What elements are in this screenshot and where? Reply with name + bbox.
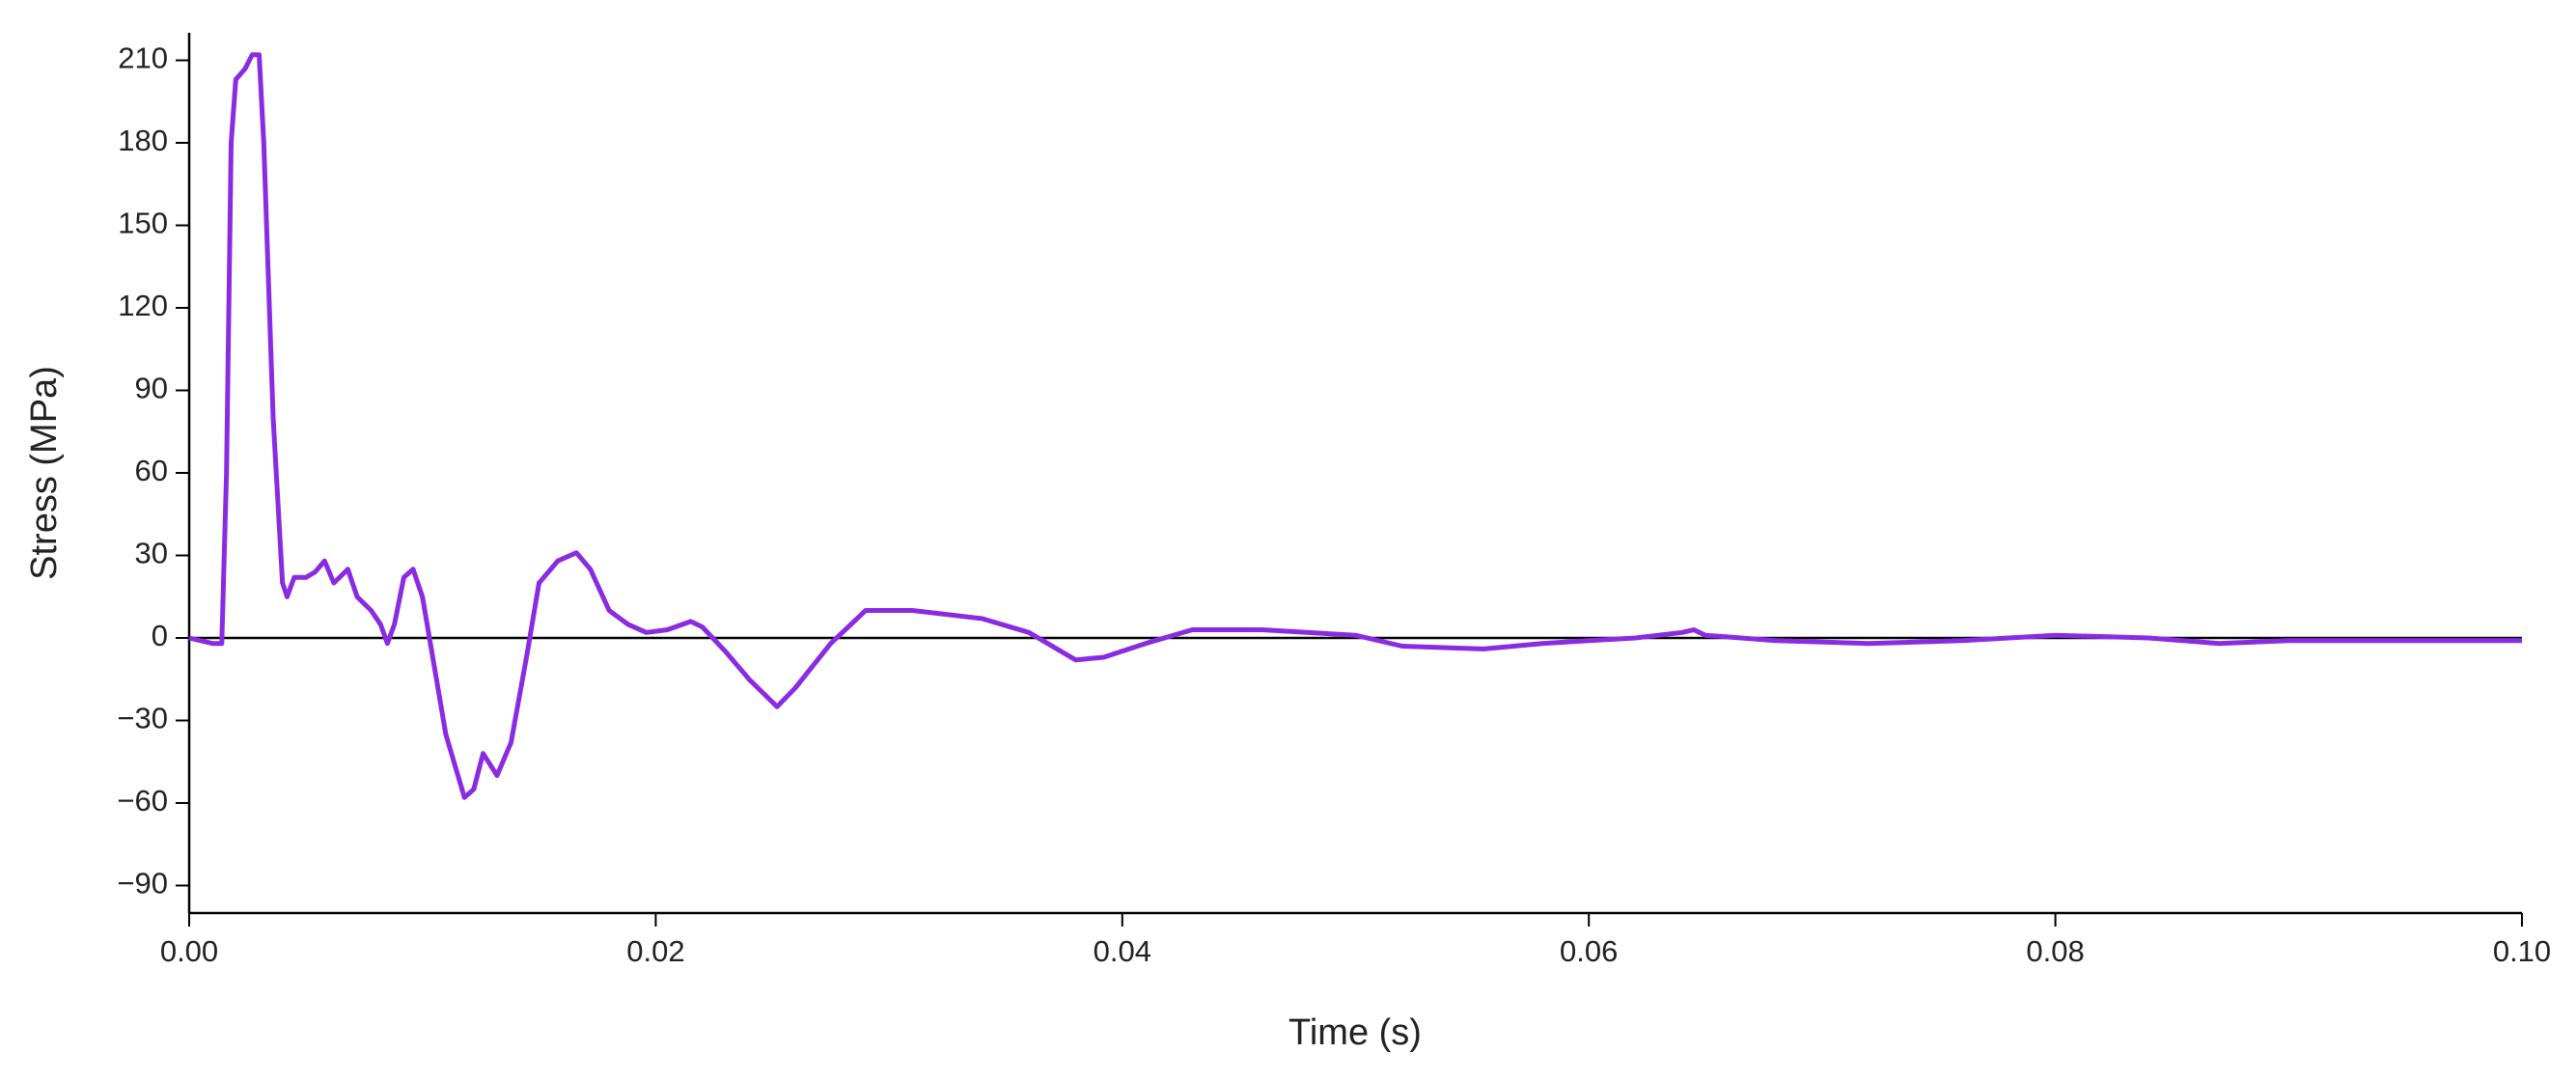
y-axis-title: Stress (MPa) <box>24 366 65 580</box>
y-tick-label: 30 <box>135 537 168 570</box>
y-tick-label: 90 <box>135 372 168 405</box>
y-tick-label: 0 <box>152 619 168 652</box>
y-tick-label: 150 <box>118 207 168 240</box>
y-tick-label: 60 <box>135 454 168 487</box>
x-tick-label: 0.04 <box>1094 934 1151 968</box>
x-tick-label: 0.08 <box>2026 934 2084 968</box>
x-tick-label: 0.00 <box>160 934 218 968</box>
x-tick-label: 0.10 <box>2493 934 2551 968</box>
x-axis-title: Time (s) <box>1288 1012 1422 1053</box>
x-tick-label: 0.06 <box>1560 934 1618 968</box>
data-line <box>188 52 2522 800</box>
y-tick-label: −30 <box>117 702 168 735</box>
y-tick-label: −60 <box>117 784 168 817</box>
y-tick-label: 210 <box>118 42 168 75</box>
y-tick-label: −90 <box>117 867 168 900</box>
y-tick-label: 180 <box>118 124 168 157</box>
x-tick-label: 0.02 <box>626 934 684 968</box>
y-tick-label: 120 <box>118 289 168 322</box>
